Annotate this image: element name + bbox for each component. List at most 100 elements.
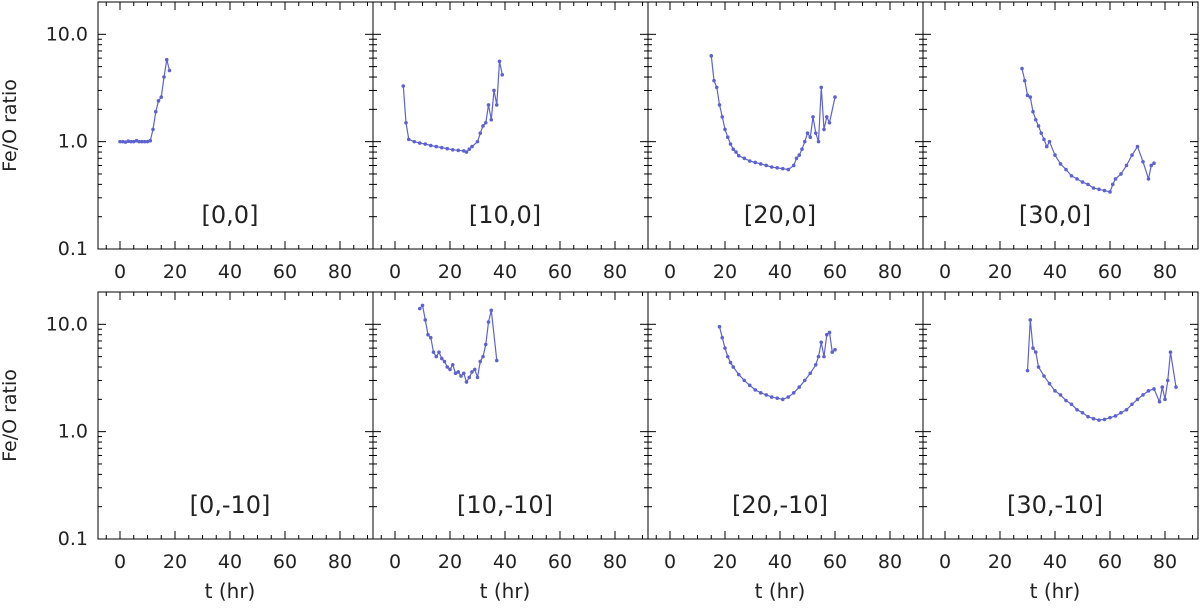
data-point [802, 378, 807, 383]
data-point [1119, 172, 1123, 176]
data-point [1042, 137, 1046, 142]
data-point [126, 139, 131, 143]
data-point [1110, 182, 1115, 187]
panel-frame [922, 1, 1199, 250]
data-point [494, 358, 499, 363]
data-point [1149, 163, 1154, 168]
series-line-3 [1021, 68, 1155, 193]
data-point [780, 397, 785, 402]
data-point [162, 75, 166, 79]
data-point [423, 318, 428, 322]
y-tick-label: 10.0 [46, 313, 88, 335]
x-tick-label: 40 [768, 261, 792, 283]
panel-label: [0,0] [202, 201, 259, 229]
data-point [1174, 385, 1178, 389]
data-point [478, 131, 483, 135]
data-point [428, 143, 433, 148]
y-tick-label: 1.0 [58, 131, 88, 153]
x-tick-label: 20 [438, 261, 462, 283]
data-point [464, 150, 469, 154]
data-point [747, 383, 752, 388]
x-axis-title: t (hr) [1030, 579, 1081, 603]
data-point [769, 395, 774, 399]
data-point [475, 375, 480, 380]
y-tick-label: 0.1 [58, 528, 88, 550]
axes-layer [97, 1, 1199, 540]
data-point [1025, 93, 1030, 98]
x-tick-label: 60 [1098, 551, 1122, 573]
series-line-7 [1026, 319, 1177, 421]
data-point [404, 120, 408, 125]
data-point [406, 137, 411, 142]
data-point [478, 359, 483, 364]
x-tick-label: 20 [163, 551, 187, 573]
data-point [401, 84, 406, 88]
data-point [753, 160, 758, 165]
data-point [1028, 95, 1033, 99]
panel-label: [10,0] [469, 201, 541, 229]
data-point [489, 308, 494, 313]
data-point [148, 138, 153, 143]
data-point [1119, 410, 1123, 415]
data-point [728, 142, 733, 146]
data-point [712, 78, 716, 83]
x-tick-label: 80 [878, 261, 902, 283]
y-axis-title: Fe/O ratio [0, 79, 21, 172]
data-point [426, 332, 430, 337]
data-point [720, 115, 725, 119]
data-point [1042, 374, 1046, 378]
data-point [736, 153, 741, 158]
data-point [1141, 393, 1145, 397]
data-point [813, 131, 818, 135]
data-point [420, 303, 425, 308]
data-point [1075, 407, 1079, 412]
panel-label: [20,0] [744, 201, 816, 229]
data-point [775, 166, 780, 170]
x-tick-label: 80 [603, 261, 627, 283]
data-point [1108, 190, 1112, 194]
data-point [800, 147, 804, 152]
data-point [1064, 167, 1068, 172]
x-tick-label: 60 [823, 551, 847, 573]
data-point [1053, 153, 1057, 157]
data-point [1058, 393, 1063, 397]
data-point [153, 109, 158, 114]
data-point [786, 395, 791, 399]
data-point [731, 365, 736, 369]
x-tick-label: 40 [1043, 261, 1067, 283]
data-point [164, 57, 169, 62]
series-line-2 [710, 55, 836, 171]
data-point [145, 139, 150, 144]
x-tick-label: 60 [548, 551, 572, 573]
data-point [1031, 109, 1035, 114]
data-point [1086, 414, 1090, 419]
data-point [805, 131, 810, 135]
data-point [791, 163, 796, 168]
data-point [1141, 159, 1145, 164]
data-point [1124, 163, 1129, 168]
data-point [816, 354, 821, 359]
data-point [467, 147, 472, 152]
data-point [723, 346, 727, 350]
panel-label: [0,-10] [190, 491, 271, 519]
data-point [1130, 153, 1134, 157]
data-point [811, 115, 815, 119]
x-tick-label: 0 [939, 261, 951, 283]
data-point [500, 72, 505, 77]
series-layer [118, 54, 1178, 422]
data-point [434, 354, 439, 359]
data-point [1135, 397, 1140, 402]
data-point [736, 372, 741, 377]
data-point [1157, 399, 1162, 404]
data-point [481, 354, 485, 359]
panel-label: [20,-10] [732, 491, 828, 519]
data-point [417, 306, 422, 311]
data-point [742, 156, 747, 161]
data-point [714, 85, 719, 90]
data-point [417, 141, 422, 145]
x-tick-label: 60 [1098, 261, 1122, 283]
data-point [412, 139, 417, 144]
data-point [131, 139, 136, 144]
data-point [822, 354, 826, 359]
data-point [475, 139, 480, 144]
